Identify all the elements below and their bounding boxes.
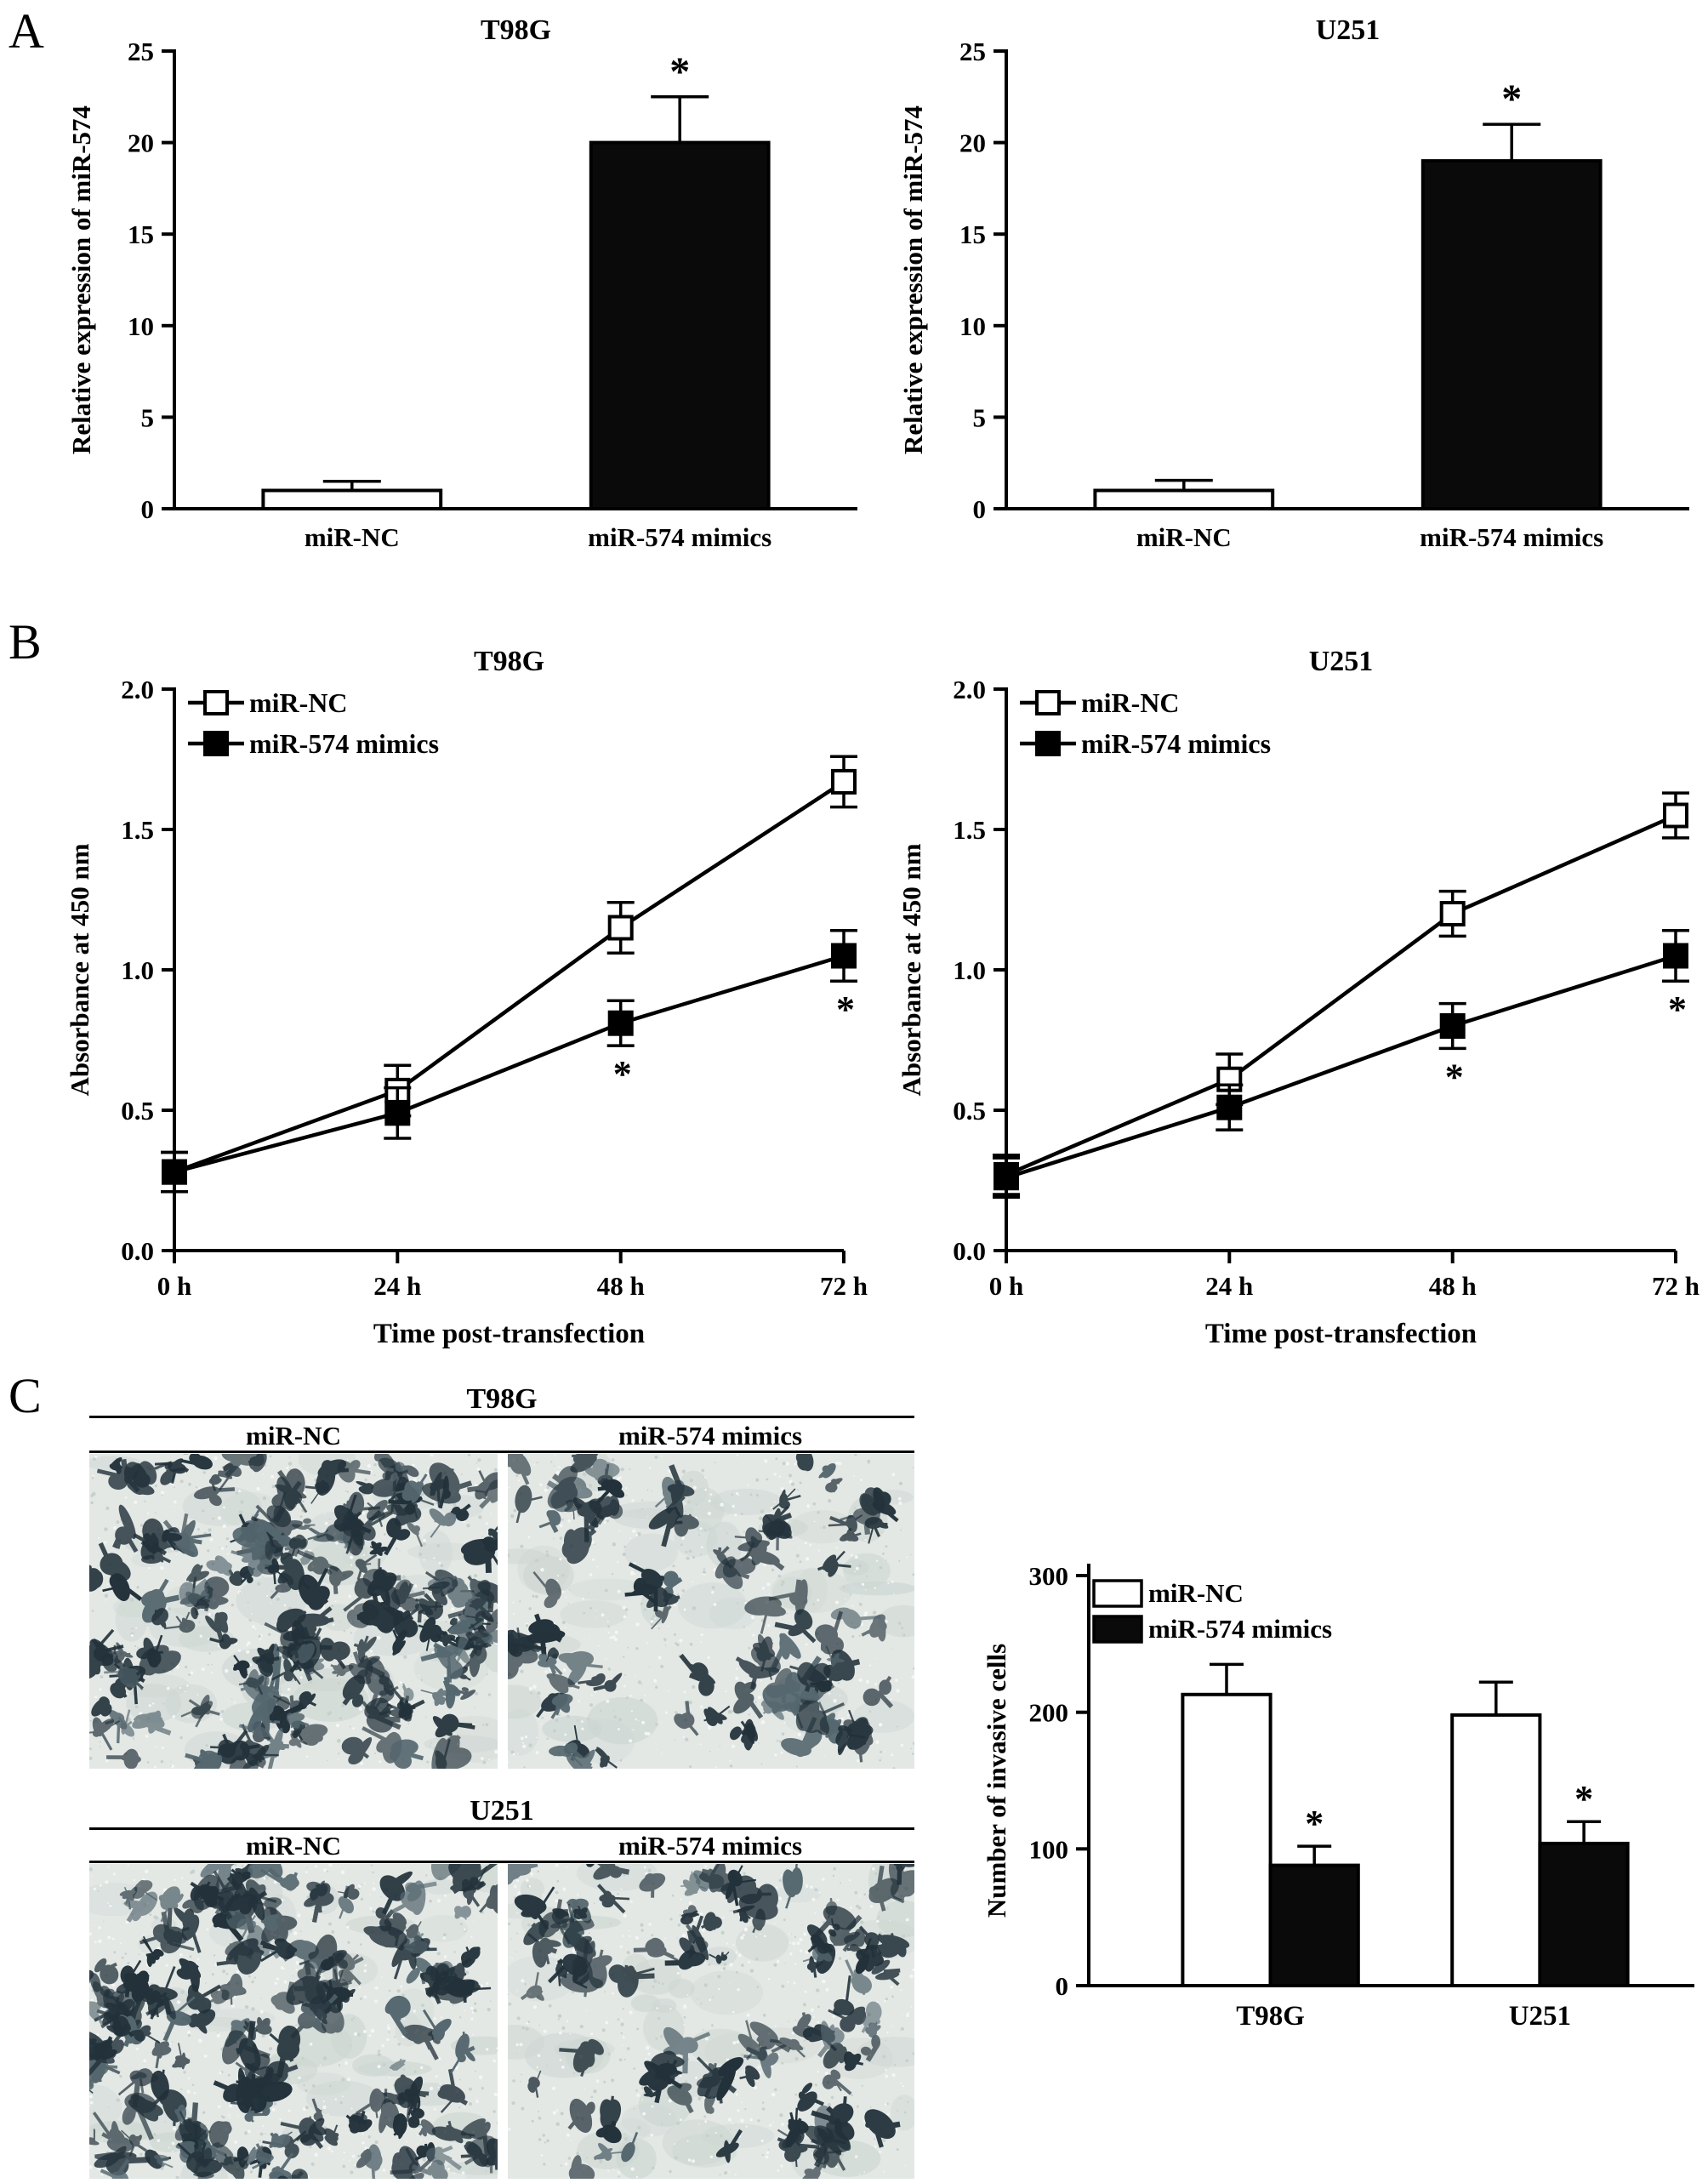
svg-text:0: 0 xyxy=(141,494,155,524)
invasion-micrograph-t98g-mir-nc xyxy=(89,1454,498,1769)
svg-text:0.0: 0.0 xyxy=(121,1236,154,1266)
svg-text:Time post-transfection: Time post-transfection xyxy=(1205,1319,1477,1349)
invasion-micrograph-u251-mir574-mimics xyxy=(508,1864,914,2179)
micrograph-col-label-mir574: miR-574 mimics xyxy=(618,1831,803,1861)
divider-line xyxy=(89,1827,914,1830)
svg-text:0.0: 0.0 xyxy=(953,1236,986,1266)
svg-text:miR-NC: miR-NC xyxy=(305,522,400,552)
svg-text:5: 5 xyxy=(141,402,155,432)
svg-text:*: * xyxy=(613,1053,632,1095)
svg-text:*: * xyxy=(1668,989,1687,1030)
svg-text:0 h: 0 h xyxy=(989,1271,1024,1301)
svg-text:*: * xyxy=(669,49,690,94)
expression-bar-chart-u251: U251 Relative expression of miR-574 0 5 10 15… xyxy=(891,7,1699,585)
proliferation-line-chart-u251: U251 Absorbance at 450 nm 0.0 0.5 1.0 1.5 2.0 0… xyxy=(891,636,1699,1368)
micrograph-col-label-mir574: miR-574 mimics xyxy=(618,1421,803,1451)
svg-text:U251: U251 xyxy=(1316,14,1381,46)
svg-text:Time post-transfection: Time post-transfection xyxy=(373,1319,645,1349)
svg-text:25: 25 xyxy=(128,37,154,66)
svg-text:0 h: 0 h xyxy=(157,1271,192,1301)
expression-bar-chart-t98g: T98G Relative expression of miR-574 0 5 10 15… xyxy=(60,7,868,585)
invasion-micrograph-t98g-mir574-mimics xyxy=(508,1454,914,1769)
svg-text:miR-574 mimics: miR-574 mimics xyxy=(1081,728,1271,759)
svg-text:48 h: 48 h xyxy=(1429,1271,1477,1301)
svg-text:20: 20 xyxy=(959,128,986,158)
svg-text:0: 0 xyxy=(973,494,987,524)
divider-line xyxy=(89,1416,914,1418)
svg-text:0.5: 0.5 xyxy=(121,1096,154,1126)
svg-text:2.0: 2.0 xyxy=(121,675,154,704)
svg-text:25: 25 xyxy=(959,37,986,66)
svg-text:20: 20 xyxy=(128,128,154,158)
invasion-bar-chart: Number of invasive cells 0 100 200 300 * T98G *… xyxy=(978,1550,1708,2054)
svg-text:*: * xyxy=(1501,77,1522,122)
svg-text:T98G: T98G xyxy=(481,14,551,46)
svg-text:15: 15 xyxy=(959,219,986,249)
svg-text:Relative expression of miR-574: Relative expression of miR-574 xyxy=(898,105,928,454)
svg-text:15: 15 xyxy=(128,219,154,249)
svg-text:U251: U251 xyxy=(1309,646,1374,677)
svg-text:1.0: 1.0 xyxy=(121,955,154,985)
svg-text:miR-NC: miR-NC xyxy=(249,687,348,718)
svg-text:1.5: 1.5 xyxy=(953,815,986,845)
panel-a-label: A xyxy=(9,3,44,59)
micrograph-section-title-t98g: T98G xyxy=(466,1383,538,1415)
svg-text:miR-NC: miR-NC xyxy=(1136,522,1232,552)
svg-text:1.5: 1.5 xyxy=(121,815,154,845)
svg-text:miR-NC: miR-NC xyxy=(1081,687,1180,718)
svg-text:10: 10 xyxy=(959,311,986,341)
panel-b-label: B xyxy=(9,614,42,670)
svg-text:*: * xyxy=(1445,1056,1464,1097)
svg-text:48 h: 48 h xyxy=(597,1271,645,1301)
svg-text:72 h: 72 h xyxy=(820,1271,868,1301)
invasion-micrograph-u251-mir-nc xyxy=(89,1864,498,2179)
divider-line xyxy=(89,1451,914,1453)
svg-text:Absorbance at 450 nm: Absorbance at 450 nm xyxy=(897,843,926,1096)
svg-text:24 h: 24 h xyxy=(373,1271,421,1301)
svg-text:2.0: 2.0 xyxy=(953,675,986,704)
micrograph-col-label-mir-nc: miR-NC xyxy=(246,1421,341,1451)
svg-text:T98G: T98G xyxy=(474,646,544,677)
micrograph-col-label-mir-nc: miR-NC xyxy=(246,1831,341,1861)
proliferation-line-chart-t98g: T98G Absorbance at 450 nm 0.0 0.5 1.0 1.5 2.0 0… xyxy=(60,636,868,1368)
svg-text:Relative expression of miR-574: Relative expression of miR-574 xyxy=(66,105,96,454)
svg-text:1.0: 1.0 xyxy=(953,955,986,985)
divider-line xyxy=(89,1861,914,1863)
svg-text:10: 10 xyxy=(128,311,154,341)
svg-text:miR-574 mimics: miR-574 mimics xyxy=(1420,522,1603,552)
svg-text:24 h: 24 h xyxy=(1205,1271,1253,1301)
svg-text:0.5: 0.5 xyxy=(953,1096,986,1126)
svg-text:miR-574 mimics: miR-574 mimics xyxy=(588,522,771,552)
svg-text:5: 5 xyxy=(973,402,987,432)
panel-c-label: C xyxy=(9,1368,42,1423)
svg-text:*: * xyxy=(836,989,855,1030)
svg-text:miR-574 mimics: miR-574 mimics xyxy=(249,728,439,759)
svg-text:72 h: 72 h xyxy=(1652,1271,1699,1301)
micrograph-section-title-u251: U251 xyxy=(470,1795,534,1827)
svg-text:Absorbance at 450 nm: Absorbance at 450 nm xyxy=(65,843,94,1096)
